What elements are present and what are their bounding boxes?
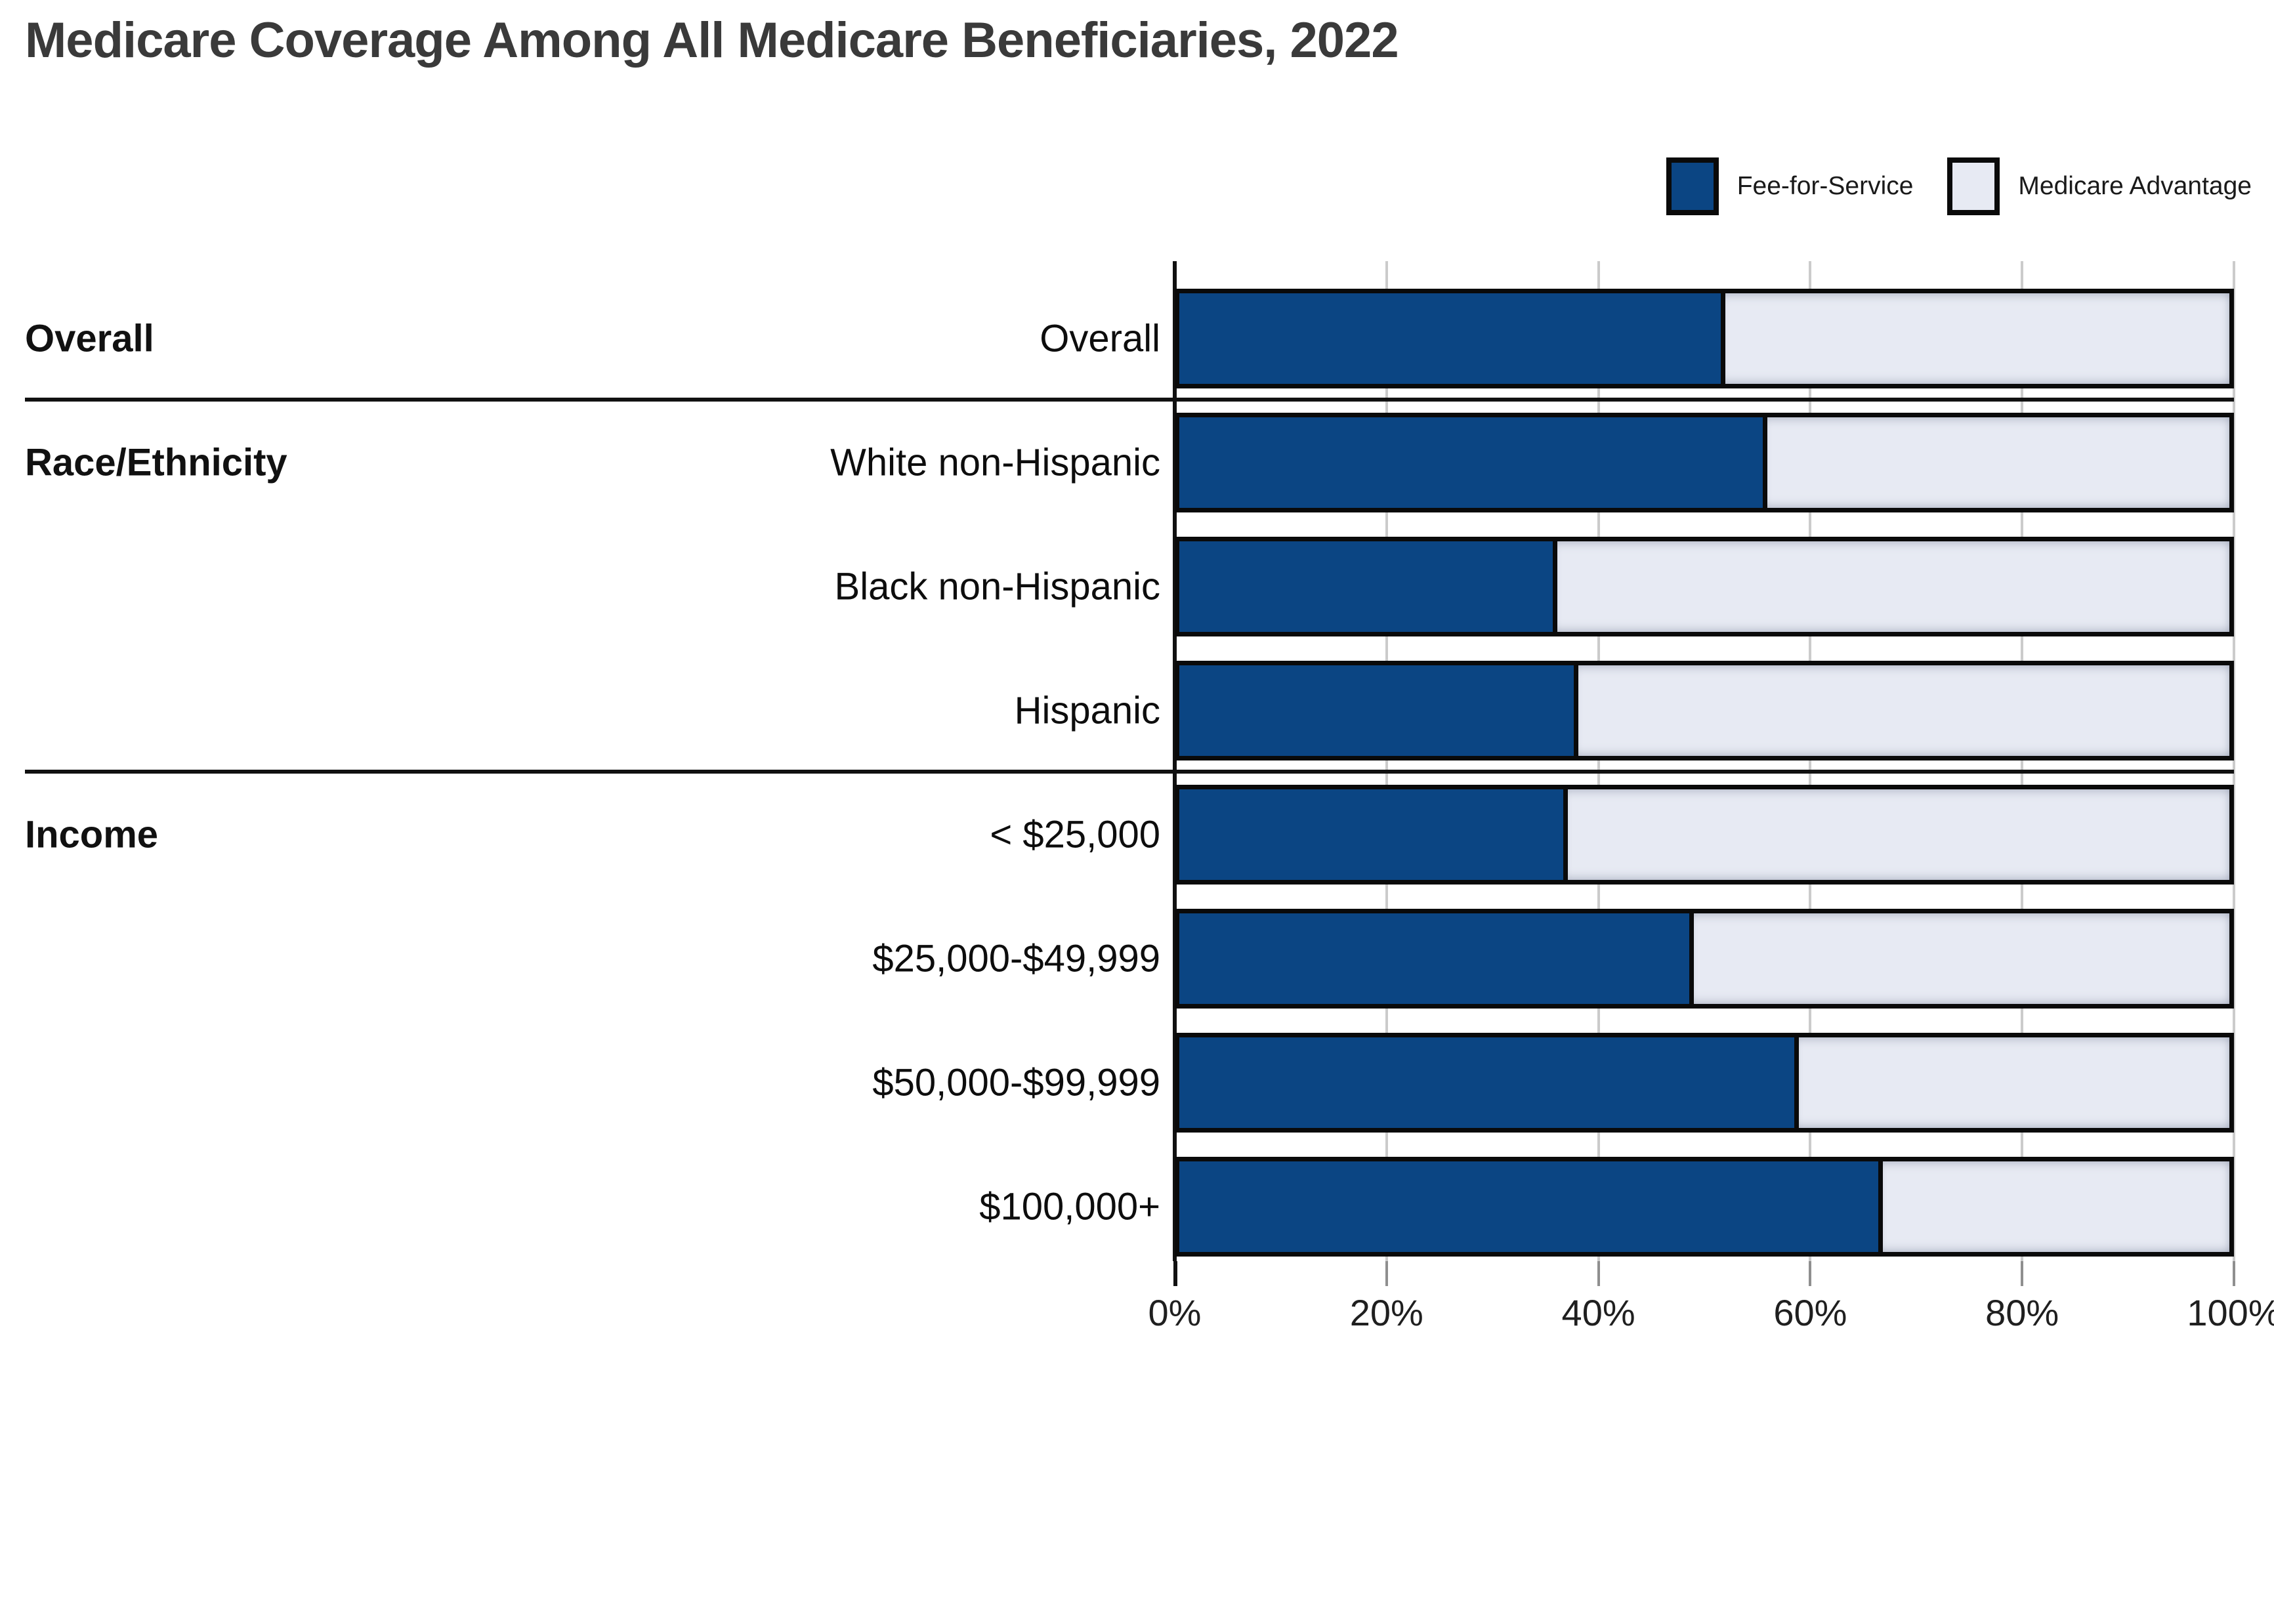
gridline-60 [1809, 261, 1812, 1261]
x-tick-label-20: 20% [1349, 1292, 1423, 1333]
bar-segment-medicare-advantage [1694, 913, 2229, 1004]
legend-swatch-medicare-advantage-icon [1947, 157, 2000, 215]
bar-segment-fee-for-service [1179, 1037, 1799, 1128]
x-tick-label-80: 80% [1985, 1292, 2059, 1333]
row-label: < $25,000 [990, 813, 1160, 856]
chart-title: Medicare Coverage Among All Medicare Ben… [25, 12, 1399, 68]
x-tick-label-100: 100% [2187, 1292, 2274, 1333]
row-label: $100,000+ [979, 1185, 1160, 1228]
bar-segment-medicare-advantage [1557, 541, 2229, 632]
legend-label-fee-for-service: Fee-for-Service [1737, 172, 1914, 200]
bar-row [1175, 1157, 2234, 1257]
row-label: $25,000-$49,999 [872, 937, 1160, 980]
gridline-100 [2233, 261, 2235, 1261]
x-tick-100 [2233, 1261, 2235, 1286]
x-tick-20 [1385, 1261, 1388, 1286]
bar-row [1175, 1033, 2234, 1133]
bar-segment-medicare-advantage [1799, 1037, 2229, 1128]
group-label-overall: Overall [25, 317, 154, 360]
row-label: $50,000-$99,999 [872, 1061, 1160, 1104]
x-tick-80 [2021, 1261, 2024, 1286]
legend: Fee-for-Service Medicare Advantage [1666, 157, 2252, 215]
x-tick-60 [1809, 1261, 1812, 1286]
bar-segment-medicare-advantage [1568, 789, 2229, 880]
bar-row [1175, 413, 2234, 512]
x-tick-40 [1597, 1261, 1600, 1286]
x-tick-label-0: 0% [1148, 1292, 1202, 1333]
group-separator [25, 398, 2234, 402]
row-label: Black non-Hispanic [834, 565, 1160, 608]
gridline-20 [1385, 261, 1388, 1261]
legend-item-fee-for-service: Fee-for-Service [1666, 157, 1914, 215]
bar-row [1175, 289, 2234, 388]
bar-row [1175, 785, 2234, 885]
group-label-race-ethnicity: Race/Ethnicity [25, 441, 287, 484]
bar-segment-fee-for-service [1179, 293, 1725, 384]
y-axis-line [1173, 261, 1177, 1261]
bar-segment-medicare-advantage [1725, 293, 2229, 384]
bar-segment-medicare-advantage [1767, 417, 2229, 508]
row-label: Hispanic [1014, 689, 1160, 732]
row-label: White non-Hispanic [830, 441, 1160, 484]
legend-swatch-fee-for-service-icon [1666, 157, 1719, 215]
x-tick-label-40: 40% [1561, 1292, 1635, 1333]
bar-segment-medicare-advantage [1578, 665, 2229, 756]
group-label-income: Income [25, 813, 159, 856]
bar-segment-medicare-advantage [1883, 1161, 2229, 1252]
gridline-80 [2021, 261, 2024, 1261]
bar-segment-fee-for-service [1179, 913, 1694, 1004]
legend-label-medicare-advantage: Medicare Advantage [2018, 172, 2252, 200]
bar-row [1175, 661, 2234, 760]
gridline-40 [1597, 261, 1600, 1261]
x-tick-0 [1173, 1261, 1177, 1286]
legend-item-medicare-advantage: Medicare Advantage [1947, 157, 2252, 215]
bar-segment-fee-for-service [1179, 789, 1568, 880]
group-separator [25, 770, 2234, 774]
x-tick-label-60: 60% [1773, 1292, 1847, 1333]
bar-row [1175, 537, 2234, 636]
bar-segment-fee-for-service [1179, 1161, 1883, 1252]
bar-segment-fee-for-service [1179, 417, 1767, 508]
row-label: Overall [1040, 317, 1160, 360]
bar-segment-fee-for-service [1179, 665, 1578, 756]
bar-segment-fee-for-service [1179, 541, 1557, 632]
bar-row [1175, 909, 2234, 1009]
